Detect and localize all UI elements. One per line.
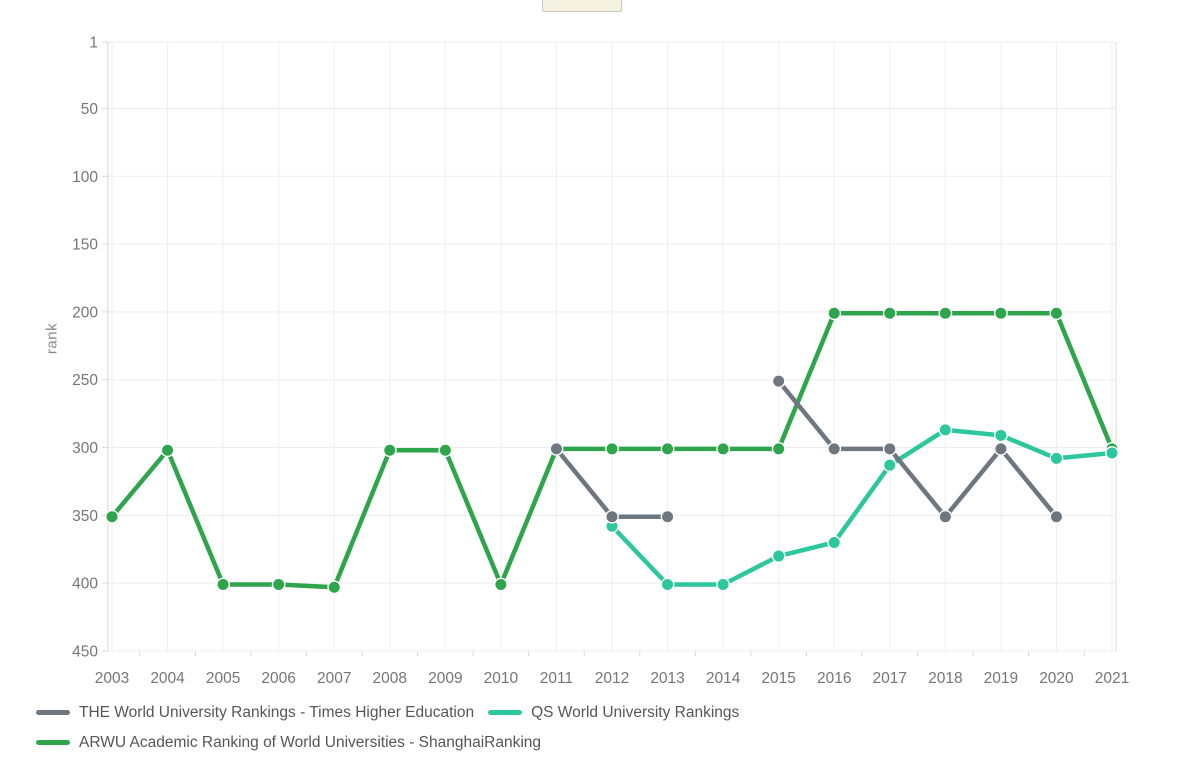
legend-label: THE World University Rankings - Times Hi…	[79, 704, 475, 721]
data-point[interactable]	[1105, 446, 1119, 460]
x-tick-label: 2007	[317, 670, 351, 687]
data-point[interactable]	[605, 509, 619, 524]
data-point[interactable]	[993, 428, 1008, 443]
legend-item[interactable]: ARWU Academic Ranking of World Universit…	[36, 732, 541, 753]
chart-legend: THE World University Rankings - Times Hi…	[36, 702, 1186, 762]
grid	[102, 41, 1117, 656]
x-tick-label: 2016	[817, 670, 851, 687]
x-axis-labels: 2003 2004 2005 2006 2007 2008 2009 2010 2011 2012…	[95, 670, 1129, 687]
data-point[interactable]	[1049, 509, 1064, 524]
y-tick-label: 250	[72, 372, 98, 389]
legend-row: THE World University Rankings - Times Hi…	[36, 702, 1186, 723]
data-point[interactable]	[1049, 306, 1064, 321]
y-tick-label: 450	[72, 644, 98, 661]
y-tick-label: 1	[89, 35, 98, 52]
data-point[interactable]	[882, 442, 897, 456]
data-point[interactable]	[938, 306, 953, 321]
data-point[interactable]	[827, 535, 842, 550]
x-tick-label: 2017	[873, 670, 907, 687]
data-point[interactable]	[493, 577, 508, 592]
data-point[interactable]	[271, 577, 286, 592]
x-tick-label: 2013	[650, 670, 684, 687]
data-point[interactable]	[105, 509, 119, 524]
legend-label: ARWU Academic Ranking of World Universit…	[79, 734, 542, 751]
data-point[interactable]	[716, 442, 731, 456]
data-point[interactable]	[882, 458, 897, 473]
legend-row: ARWU Academic Ranking of World Universit…	[36, 732, 1186, 753]
legend-item[interactable]: THE World University Rankings - Times Hi…	[36, 702, 474, 723]
data-point[interactable]	[438, 443, 453, 458]
y-tick-label: 300	[72, 440, 98, 457]
x-tick-label: 2018	[928, 670, 962, 687]
legend-swatch	[36, 710, 70, 715]
data-point[interactable]	[327, 580, 342, 595]
x-tick-label: 2020	[1039, 670, 1074, 687]
data-point[interactable]	[660, 577, 675, 592]
data-point[interactable]	[771, 374, 786, 388]
data-point[interactable]	[827, 442, 842, 456]
legend-label: QS World University Rankings	[531, 704, 740, 721]
data-point[interactable]	[882, 306, 897, 321]
y-tick-label: 50	[81, 101, 99, 118]
data-point[interactable]	[1049, 451, 1064, 466]
y-tick-label: 150	[72, 237, 98, 254]
x-tick-label: 2005	[206, 670, 240, 687]
series-0	[549, 374, 1064, 524]
x-tick-label: 2019	[984, 670, 1018, 687]
y-tick-label: 350	[72, 508, 98, 525]
data-point[interactable]	[382, 443, 397, 458]
data-point[interactable]	[216, 577, 231, 592]
data-point[interactable]	[771, 442, 786, 456]
x-tick-label: 2011	[540, 670, 573, 687]
export-menu-button[interactable]	[542, 0, 622, 12]
data-point[interactable]	[605, 442, 619, 456]
y-tick-label: 200	[72, 304, 98, 321]
data-point[interactable]	[716, 577, 731, 592]
x-tick-label: 2010	[484, 670, 519, 687]
x-tick-label: 2003	[95, 670, 129, 687]
data-point[interactable]	[993, 306, 1008, 321]
data-point[interactable]	[771, 549, 786, 563]
x-tick-label: 2014	[706, 670, 741, 687]
data-point[interactable]	[660, 509, 675, 524]
data-point[interactable]	[827, 306, 842, 321]
data-point[interactable]	[660, 442, 675, 456]
data-point[interactable]	[993, 442, 1008, 456]
x-tick-label: 2012	[595, 670, 629, 687]
y-tick-label: 400	[72, 576, 98, 593]
legend-item[interactable]: QS World University Rankings	[488, 702, 739, 723]
data-point[interactable]	[938, 509, 953, 524]
y-axis-title: rank	[43, 322, 61, 355]
y-tick-label: 100	[72, 169, 98, 186]
data-point[interactable]	[549, 442, 564, 456]
x-tick-label: 2015	[761, 670, 795, 687]
x-tick-label: 2008	[373, 670, 407, 687]
x-tick-label: 2006	[261, 670, 295, 687]
x-tick-label: 2021	[1095, 670, 1129, 687]
x-tick-label: 2009	[428, 670, 462, 687]
legend-swatch	[36, 740, 70, 745]
legend-swatch	[488, 710, 523, 715]
x-tick-label: 2004	[150, 670, 185, 687]
data-point[interactable]	[938, 423, 953, 437]
data-point[interactable]	[160, 443, 175, 458]
